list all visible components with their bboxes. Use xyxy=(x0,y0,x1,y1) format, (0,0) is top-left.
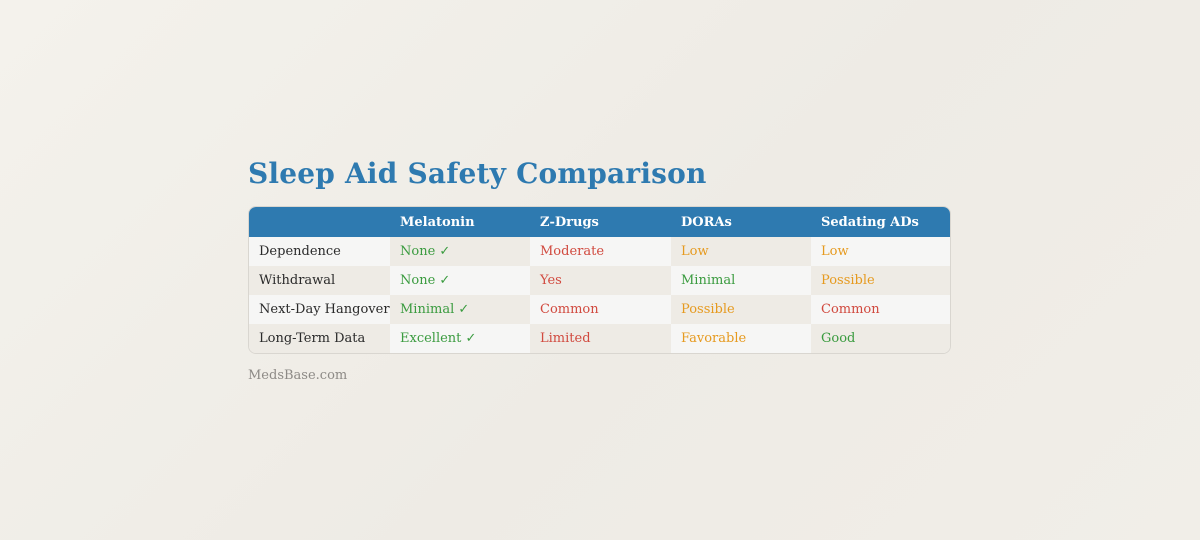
comparison-table-card: Melatonin Z-Drugs DORAs Sedating ADs Dep… xyxy=(248,206,951,354)
table-row: Withdrawal None ✓ Yes Minimal Possible xyxy=(249,266,950,295)
table-cell: Minimal xyxy=(671,266,811,295)
table-cell: Good xyxy=(811,324,950,353)
comparison-table: Melatonin Z-Drugs DORAs Sedating ADs Dep… xyxy=(249,207,950,353)
comparison-panel: Sleep Aid Safety Comparison Melatonin Z-… xyxy=(248,156,951,383)
table-header-row: Melatonin Z-Drugs DORAs Sedating ADs xyxy=(249,207,950,237)
row-label: Withdrawal xyxy=(249,266,390,295)
row-label: Next-Day Hangover xyxy=(249,295,390,324)
source-credit: MedsBase.com xyxy=(248,368,348,383)
table-cell: None ✓ xyxy=(390,237,530,266)
table-cell: Common xyxy=(811,295,950,324)
header-cell-melatonin: Melatonin xyxy=(390,207,530,237)
table-row: Dependence None ✓ Moderate Low Low xyxy=(249,237,950,266)
table-cell: Low xyxy=(811,237,950,266)
row-label: Long-Term Data xyxy=(249,324,390,353)
header-cell-doras: DORAs xyxy=(671,207,811,237)
row-label: Dependence xyxy=(249,237,390,266)
table-cell: Low xyxy=(671,237,811,266)
table-row: Long-Term Data Excellent ✓ Limited Favor… xyxy=(249,324,950,353)
table-cell: None ✓ xyxy=(390,266,530,295)
table-cell: Limited xyxy=(530,324,671,353)
table-cell: Favorable xyxy=(671,324,811,353)
table-row: Next-Day Hangover Minimal ✓ Common Possi… xyxy=(249,295,950,324)
table-cell: Minimal ✓ xyxy=(390,295,530,324)
table-cell: Moderate xyxy=(530,237,671,266)
page-title: Sleep Aid Safety Comparison xyxy=(248,157,707,190)
header-cell-z-drugs: Z-Drugs xyxy=(530,207,671,237)
table-cell: Yes xyxy=(530,266,671,295)
table-cell: Excellent ✓ xyxy=(390,324,530,353)
table-cell: Possible xyxy=(811,266,950,295)
table-cell: Possible xyxy=(671,295,811,324)
table-cell: Common xyxy=(530,295,671,324)
header-cell-sedating-ads: Sedating ADs xyxy=(811,207,950,237)
header-cell-empty xyxy=(249,207,390,237)
